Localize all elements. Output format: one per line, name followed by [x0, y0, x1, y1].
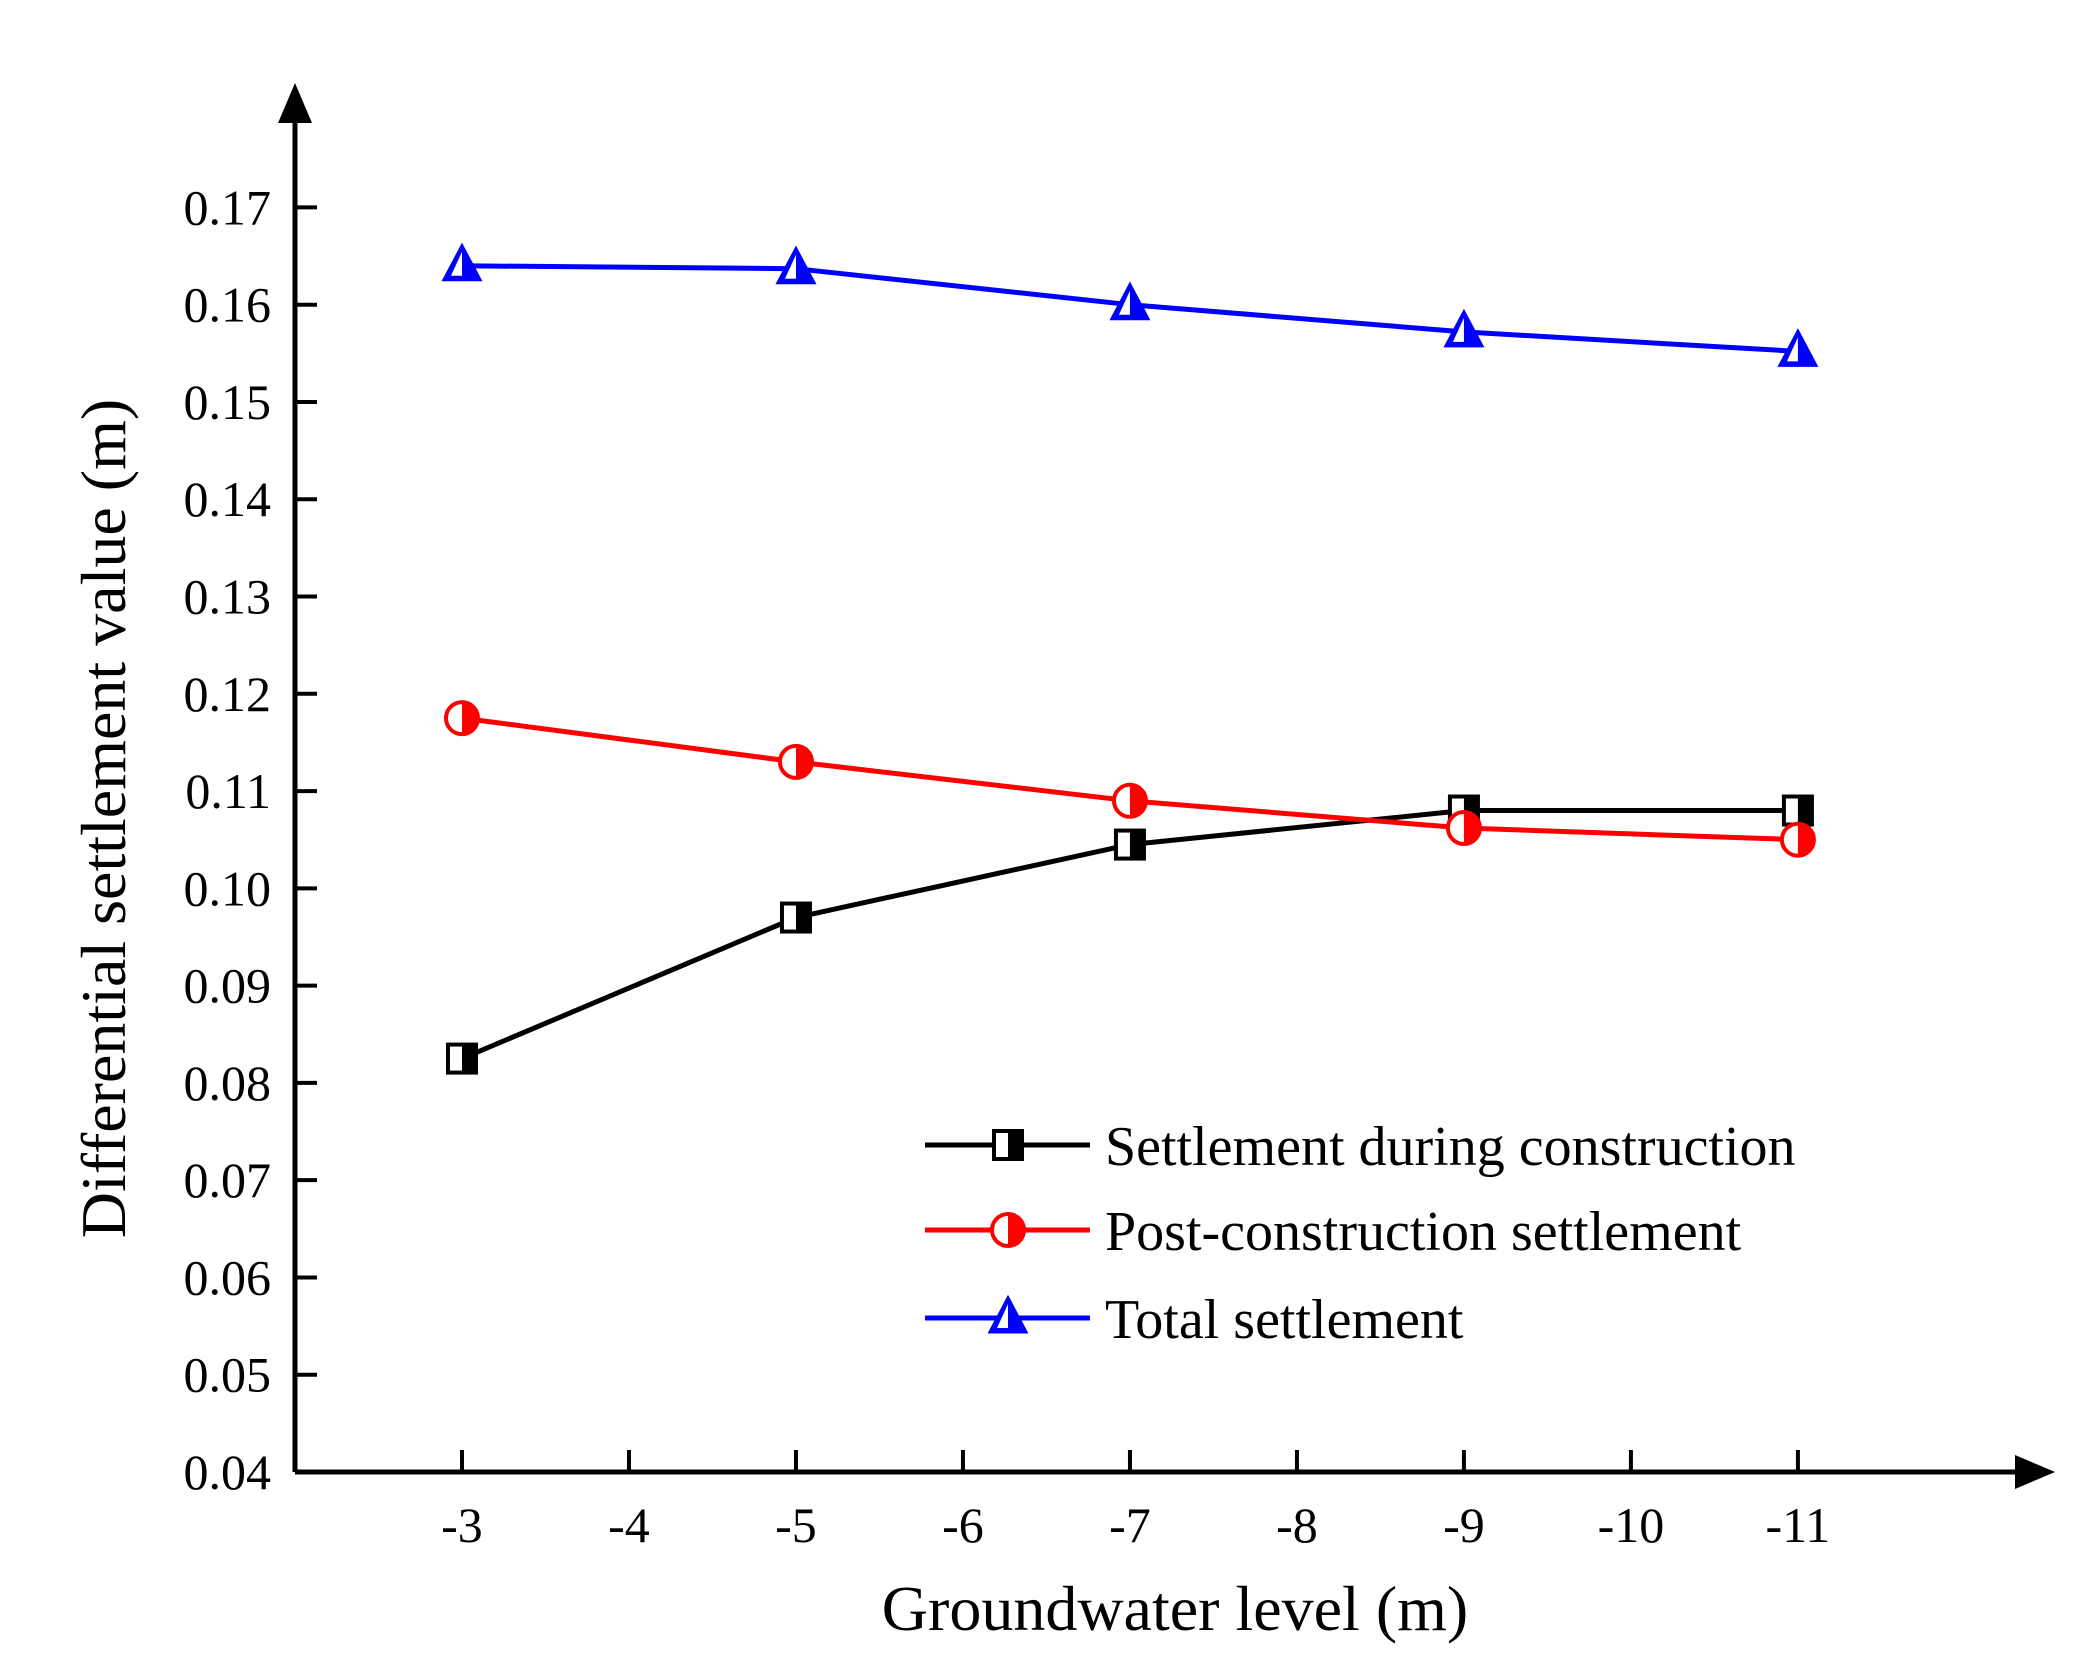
data-point: [1781, 794, 1814, 827]
data-point: [1109, 281, 1151, 321]
x-axis-arrow: [2015, 1455, 2055, 1489]
marker-outline: [1452, 317, 1464, 342]
marker-outline: [1118, 290, 1130, 315]
legend-item: Post-construction settlement: [925, 1201, 1742, 1263]
data-point: [1113, 828, 1146, 861]
y-tick-label: 0.14: [184, 471, 272, 527]
marker-fill: [1129, 830, 1144, 859]
legend-label: Post-construction settlement: [1105, 1201, 1742, 1263]
data-point: [441, 242, 483, 282]
y-tick-label: 0.13: [184, 569, 272, 625]
legend-label: Settlement during construction: [1105, 1116, 1796, 1178]
data-point: [1445, 810, 1482, 847]
x-tick-label: -10: [1598, 1497, 1665, 1553]
y-tick-label: 0.12: [184, 666, 272, 722]
marker-fill: [795, 903, 810, 932]
x-tick-label: -6: [942, 1497, 984, 1553]
data-point: [779, 901, 812, 934]
legend: Settlement during construction Post-const…: [925, 1116, 1796, 1351]
series-line: [461, 715, 1798, 843]
data-point: [445, 1042, 478, 1075]
marker-fill: [461, 702, 478, 735]
marker-outline: [450, 251, 462, 276]
data-point: [990, 1212, 1026, 1248]
y-tick-label: 0.17: [184, 179, 272, 235]
data-point: [443, 700, 480, 737]
x-tick-label: -7: [1109, 1497, 1151, 1553]
marker-fill: [1797, 796, 1812, 825]
marker-fill: [1797, 823, 1814, 856]
x-tick-label: -3: [441, 1497, 483, 1553]
marker-fill: [1129, 784, 1146, 817]
x-axis-ticks: -3 -4 -5 -6 -7 -8 -9 -10 -11: [441, 1450, 1830, 1553]
y-tick-label: 0.16: [184, 277, 272, 333]
marker-fill: [461, 1044, 476, 1073]
data-point: [1111, 782, 1148, 819]
marker-fill: [1008, 1214, 1024, 1246]
data-point: [1777, 328, 1819, 367]
marker-fill: [795, 745, 812, 778]
series-3: [441, 242, 1819, 367]
y-tick-label: 0.07: [184, 1152, 272, 1208]
marker-outline: [1786, 337, 1798, 362]
data-point: [775, 245, 817, 285]
series-2: [443, 700, 1816, 858]
legend-item: Total settlement: [925, 1289, 1464, 1351]
marker-fill: [1463, 812, 1480, 845]
plot-area: [441, 242, 1819, 1075]
y-tick-label: 0.10: [184, 860, 272, 916]
marker-outline: [784, 254, 796, 279]
legend-item: Settlement during construction: [925, 1116, 1796, 1178]
y-axis-title: Differential settlement value (m): [68, 399, 139, 1238]
x-tick-label: -9: [1443, 1497, 1485, 1553]
y-tick-label: 0.09: [184, 958, 272, 1014]
y-tick-label: 0.05: [184, 1347, 272, 1403]
data-point: [1443, 308, 1485, 348]
series-1: [445, 794, 1814, 1075]
x-tick-label: -5: [775, 1497, 817, 1553]
data-point: [992, 1129, 1024, 1161]
y-tick-label: 0.08: [184, 1055, 272, 1111]
legend-label: Total settlement: [1105, 1289, 1464, 1351]
y-axis-arrow: [278, 83, 312, 123]
y-axis-ticks: 0.04 0.05 0.06 0.07 0.08 0.09 0.10 0.11 0.12 0.13…: [184, 179, 317, 1500]
axes: [278, 83, 2055, 1489]
data-point: [777, 743, 814, 780]
y-tick-label: 0.15: [184, 374, 272, 430]
y-tick-label: 0.06: [184, 1249, 272, 1305]
x-tick-label: -8: [1276, 1497, 1318, 1553]
y-tick-label: 0.11: [185, 763, 271, 819]
data-point: [1779, 821, 1816, 858]
x-axis-title: Groundwater level (m): [882, 1573, 1468, 1644]
x-tick-label: -4: [608, 1497, 650, 1553]
marker-outline: [997, 1304, 1008, 1328]
x-tick-label: -11: [1766, 1497, 1831, 1553]
marker-fill: [1008, 1131, 1022, 1159]
data-point: [987, 1294, 1029, 1334]
y-tick-label: 0.04: [184, 1444, 272, 1500]
